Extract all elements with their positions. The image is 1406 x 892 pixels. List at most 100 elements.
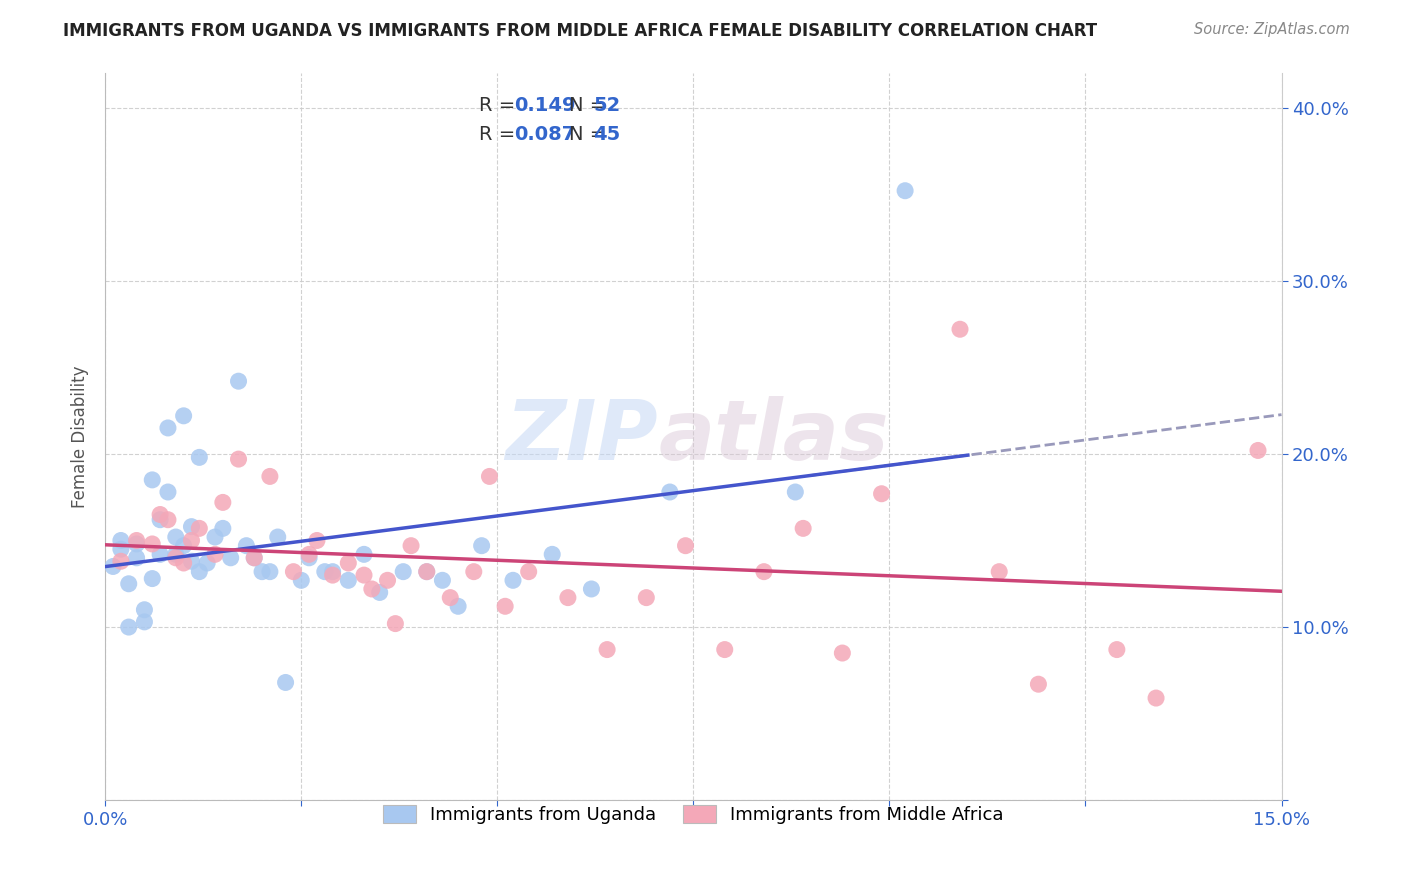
Point xyxy=(180,533,202,548)
Point xyxy=(894,184,917,198)
Point xyxy=(110,542,132,557)
Point xyxy=(188,521,211,535)
Point xyxy=(118,576,141,591)
Point xyxy=(125,550,148,565)
Point xyxy=(557,591,579,605)
Point xyxy=(439,591,461,605)
Point xyxy=(134,615,156,629)
Point xyxy=(305,533,328,548)
Point xyxy=(165,530,187,544)
Point xyxy=(298,550,321,565)
Point xyxy=(713,642,735,657)
Legend: Immigrants from Uganda, Immigrants from Middle Africa: Immigrants from Uganda, Immigrants from … xyxy=(373,794,1015,835)
Text: R =: R = xyxy=(479,125,522,145)
Point xyxy=(173,539,195,553)
Point xyxy=(337,574,360,588)
Point xyxy=(368,585,391,599)
Point xyxy=(259,565,281,579)
Text: IMMIGRANTS FROM UGANDA VS IMMIGRANTS FROM MIDDLE AFRICA FEMALE DISABILITY CORREL: IMMIGRANTS FROM UGANDA VS IMMIGRANTS FRO… xyxy=(63,22,1098,40)
Point xyxy=(118,620,141,634)
Point xyxy=(322,565,344,579)
Point xyxy=(596,642,619,657)
Point xyxy=(149,547,172,561)
Point xyxy=(156,513,179,527)
Point xyxy=(204,530,226,544)
Point xyxy=(353,547,375,561)
Text: N =: N = xyxy=(568,96,612,115)
Point xyxy=(125,537,148,551)
Point xyxy=(399,539,422,553)
Point xyxy=(416,565,439,579)
Point xyxy=(384,616,406,631)
Text: 45: 45 xyxy=(593,125,620,145)
Point xyxy=(322,568,344,582)
Text: Source: ZipAtlas.com: Source: ZipAtlas.com xyxy=(1194,22,1350,37)
Point xyxy=(188,450,211,465)
Point xyxy=(156,421,179,435)
Point xyxy=(298,547,321,561)
Point xyxy=(517,565,540,579)
Point xyxy=(156,485,179,500)
Point xyxy=(165,547,187,561)
Point xyxy=(173,409,195,423)
Point xyxy=(949,322,972,336)
Text: 52: 52 xyxy=(593,96,620,115)
Point xyxy=(228,374,250,388)
Point xyxy=(290,574,312,588)
Point xyxy=(478,469,501,483)
Point xyxy=(658,485,681,500)
Point xyxy=(149,508,172,522)
Text: 0.087: 0.087 xyxy=(515,125,576,145)
Point xyxy=(471,539,494,553)
Point xyxy=(141,537,163,551)
Point xyxy=(785,485,807,500)
Text: R =: R = xyxy=(479,96,522,115)
Point xyxy=(377,574,399,588)
Point xyxy=(149,513,172,527)
Point xyxy=(125,533,148,548)
Point xyxy=(188,565,211,579)
Point xyxy=(636,591,658,605)
Point xyxy=(1144,691,1167,706)
Text: atlas: atlas xyxy=(658,396,889,477)
Point xyxy=(180,554,202,568)
Point xyxy=(141,473,163,487)
Point xyxy=(267,530,290,544)
Point xyxy=(228,452,250,467)
Point xyxy=(283,565,305,579)
Point xyxy=(353,568,375,582)
Text: ZIP: ZIP xyxy=(505,396,658,477)
Point xyxy=(134,603,156,617)
Point xyxy=(1247,443,1270,458)
Point xyxy=(219,550,242,565)
Point xyxy=(274,675,297,690)
Point xyxy=(432,574,454,588)
Point xyxy=(494,599,516,614)
Point xyxy=(792,521,814,535)
Point xyxy=(581,582,603,596)
Point xyxy=(165,550,187,565)
Point xyxy=(243,550,266,565)
Point xyxy=(250,565,273,579)
Point xyxy=(416,565,439,579)
Point xyxy=(243,550,266,565)
Point xyxy=(1028,677,1050,691)
Point xyxy=(314,565,336,579)
Point xyxy=(235,539,257,553)
Point xyxy=(110,533,132,548)
Point xyxy=(502,574,524,588)
Point xyxy=(392,565,415,579)
Point xyxy=(204,547,226,561)
Text: N =: N = xyxy=(568,125,612,145)
Point xyxy=(173,556,195,570)
Point xyxy=(831,646,853,660)
Point xyxy=(463,565,485,579)
Point xyxy=(360,582,382,596)
Point xyxy=(195,556,218,570)
Point xyxy=(1105,642,1128,657)
Point xyxy=(101,559,124,574)
Text: 0.149: 0.149 xyxy=(515,96,576,115)
Point xyxy=(259,469,281,483)
Point xyxy=(752,565,775,579)
Point xyxy=(141,572,163,586)
